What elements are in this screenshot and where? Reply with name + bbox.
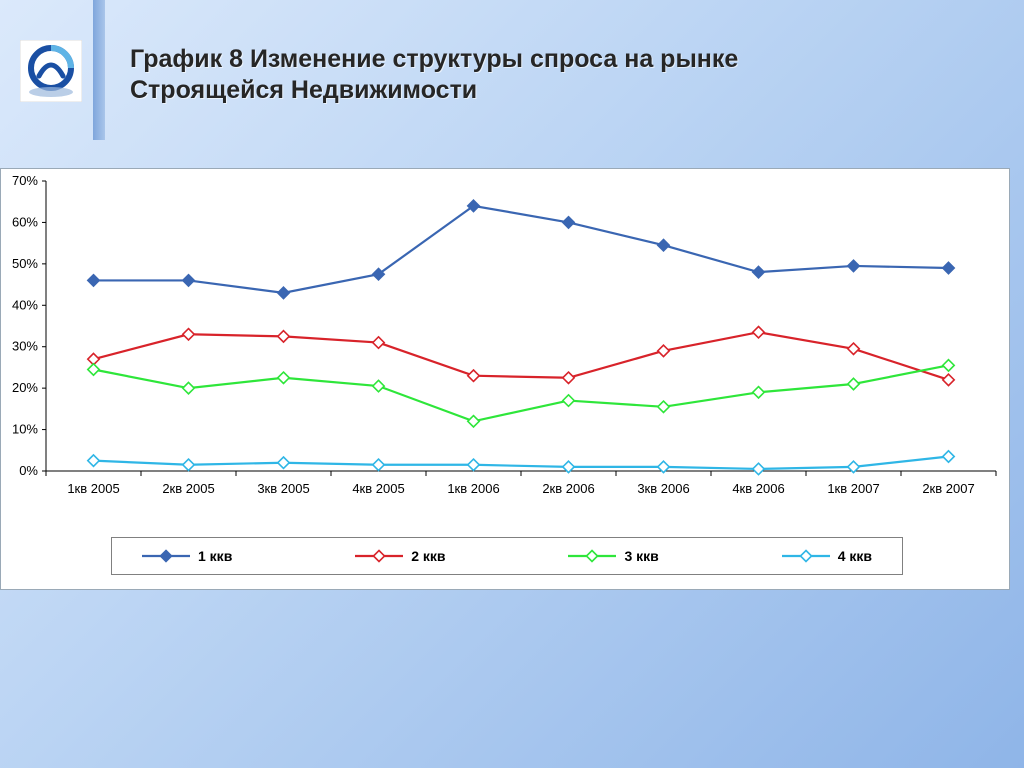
svg-text:20%: 20% [12, 380, 38, 395]
svg-text:2кв 2006: 2кв 2006 [542, 481, 594, 496]
svg-text:70%: 70% [12, 173, 38, 188]
svg-text:60%: 60% [12, 214, 38, 229]
svg-text:1кв 2005: 1кв 2005 [67, 481, 119, 496]
title-area: График 8 Изменение структуры спроса на р… [130, 44, 980, 107]
legend-item: 3 ккв [568, 548, 658, 564]
legend-item: 4 ккв [782, 548, 872, 564]
title-line-2: Строящейся Недвижимости [130, 76, 477, 104]
legend-swatch [355, 549, 403, 563]
title-line-1: График 8 Изменение структуры спроса на р… [130, 45, 738, 73]
svg-text:3кв 2006: 3кв 2006 [637, 481, 689, 496]
legend-item: 1 ккв [142, 548, 232, 564]
svg-text:50%: 50% [12, 256, 38, 271]
svg-text:2кв 2005: 2кв 2005 [162, 481, 214, 496]
title-accent-bar [93, 0, 105, 140]
legend-swatch [142, 549, 190, 563]
svg-text:0%: 0% [19, 463, 38, 478]
svg-text:30%: 30% [12, 339, 38, 354]
legend-label: 4 ккв [838, 548, 872, 564]
chart-card: 0% 10% 20% 30% 40% 50% 60% 70% 1кв 2005 2кв 2005 3… [0, 168, 1010, 590]
legend-swatch [782, 549, 830, 563]
svg-text:1кв 2007: 1кв 2007 [827, 481, 879, 496]
svg-text:4кв 2005: 4кв 2005 [352, 481, 404, 496]
legend-label: 2 ккв [411, 548, 445, 564]
legend: 1 ккв 2 ккв 3 ккв 4 ккв [111, 537, 903, 575]
logo [20, 40, 82, 102]
legend-item: 2 ккв [355, 548, 445, 564]
line-chart: 0% 10% 20% 30% 40% 50% 60% 70% 1кв 2005 2кв 2005 3… [1, 169, 1009, 529]
slide: График 8 Изменение структуры спроса на р… [0, 0, 1024, 768]
svg-text:4кв 2006: 4кв 2006 [732, 481, 784, 496]
svg-text:3кв 2005: 3кв 2005 [257, 481, 309, 496]
svg-text:40%: 40% [12, 297, 38, 312]
svg-text:10%: 10% [12, 422, 38, 437]
svg-text:1кв 2006: 1кв 2006 [447, 481, 499, 496]
svg-text:2кв 2007: 2кв 2007 [922, 481, 974, 496]
legend-label: 1 ккв [198, 548, 232, 564]
legend-label: 3 ккв [624, 548, 658, 564]
slide-title: График 8 Изменение структуры спроса на р… [130, 44, 980, 107]
legend-swatch [568, 549, 616, 563]
